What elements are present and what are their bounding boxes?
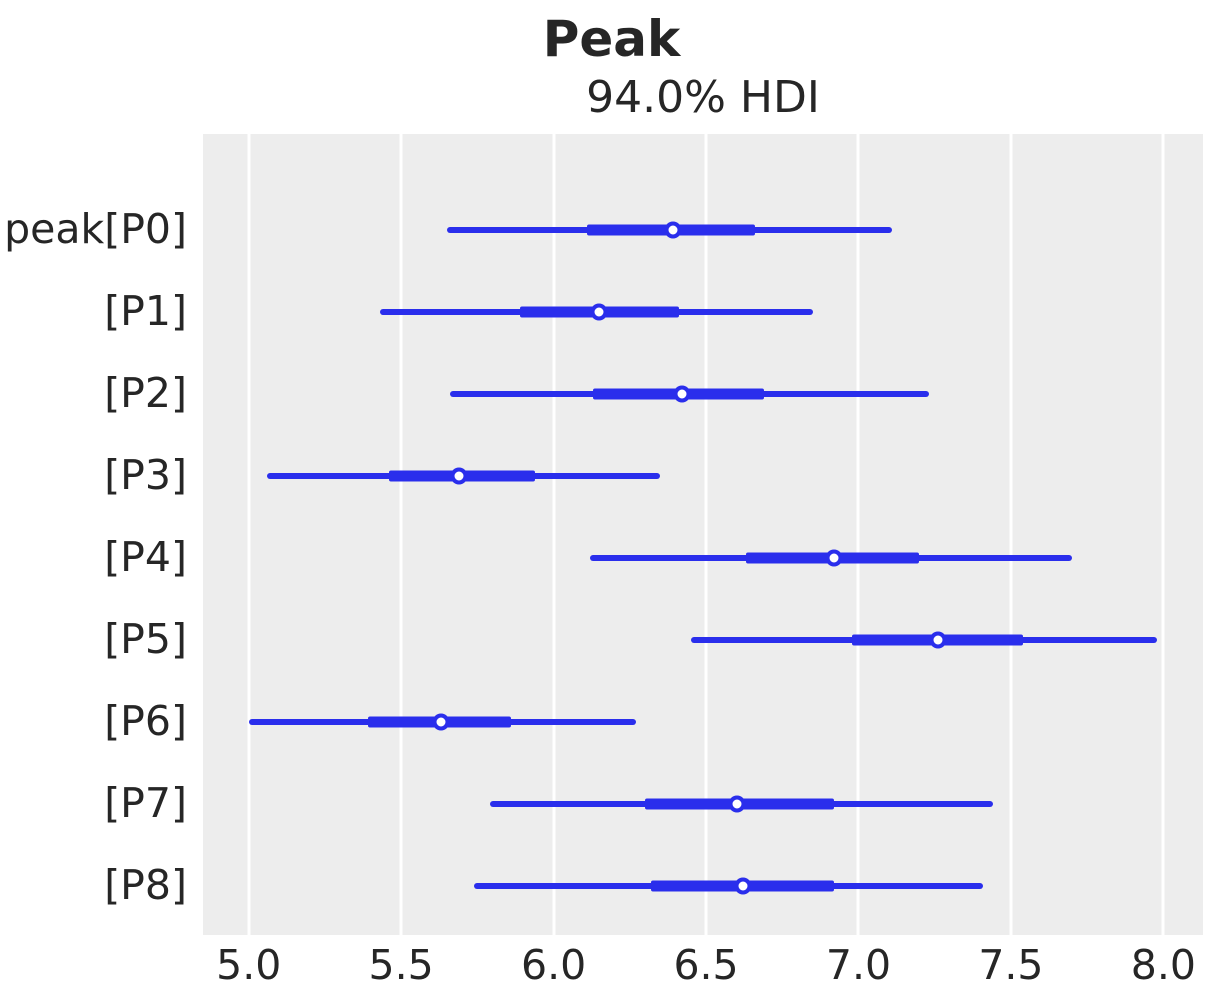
grid-line [399, 134, 403, 935]
y-tick-label: [P3] [104, 451, 187, 500]
y-tick-label: [P7] [104, 779, 187, 828]
x-tick-label: 7.5 [978, 941, 1044, 989]
x-tick-label: 7.0 [825, 941, 892, 989]
y-axis-labels: peak[P0] [P1] [P2] [P3] [P4] [P5] [P6] [P7] [P8] [0, 134, 187, 935]
grid-line [247, 134, 251, 935]
plot-area [203, 134, 1203, 935]
y-tick-label: [P2] [104, 369, 187, 418]
y-tick-label: [P8] [104, 861, 187, 910]
y-tick-label: [P1] [104, 287, 187, 336]
median-marker [664, 221, 681, 239]
chart-subtitle: 94.0% HDI [586, 72, 820, 123]
y-tick-label: [P6] [104, 697, 187, 746]
grid-line [704, 134, 708, 935]
x-tick-label: 5.0 [216, 941, 282, 989]
grid-line [552, 134, 556, 935]
y-tick-label: peak[P0] [4, 205, 187, 254]
median-marker [590, 303, 608, 321]
grid-line [856, 134, 860, 935]
median-marker [432, 713, 450, 731]
median-marker [728, 795, 746, 813]
median-marker [734, 877, 752, 895]
x-tick-label: 5.5 [368, 941, 434, 989]
median-marker [825, 549, 843, 567]
x-tick-label: 6.5 [673, 941, 739, 989]
x-tick-label: 6.0 [521, 941, 587, 989]
chart-title: Peak [542, 10, 681, 68]
median-marker [673, 385, 691, 403]
y-tick-label: [P4] [104, 533, 187, 582]
grid-line [1009, 134, 1013, 935]
x-axis-ticks: 5.0 5.5 6.0 6.5 7.0 7.5 8.0 [203, 941, 1203, 999]
median-marker [929, 631, 947, 649]
x-tick-label: 8.0 [1130, 941, 1196, 989]
median-marker [450, 467, 468, 485]
y-tick-label: [P5] [104, 615, 187, 664]
grid-line [1161, 134, 1165, 935]
